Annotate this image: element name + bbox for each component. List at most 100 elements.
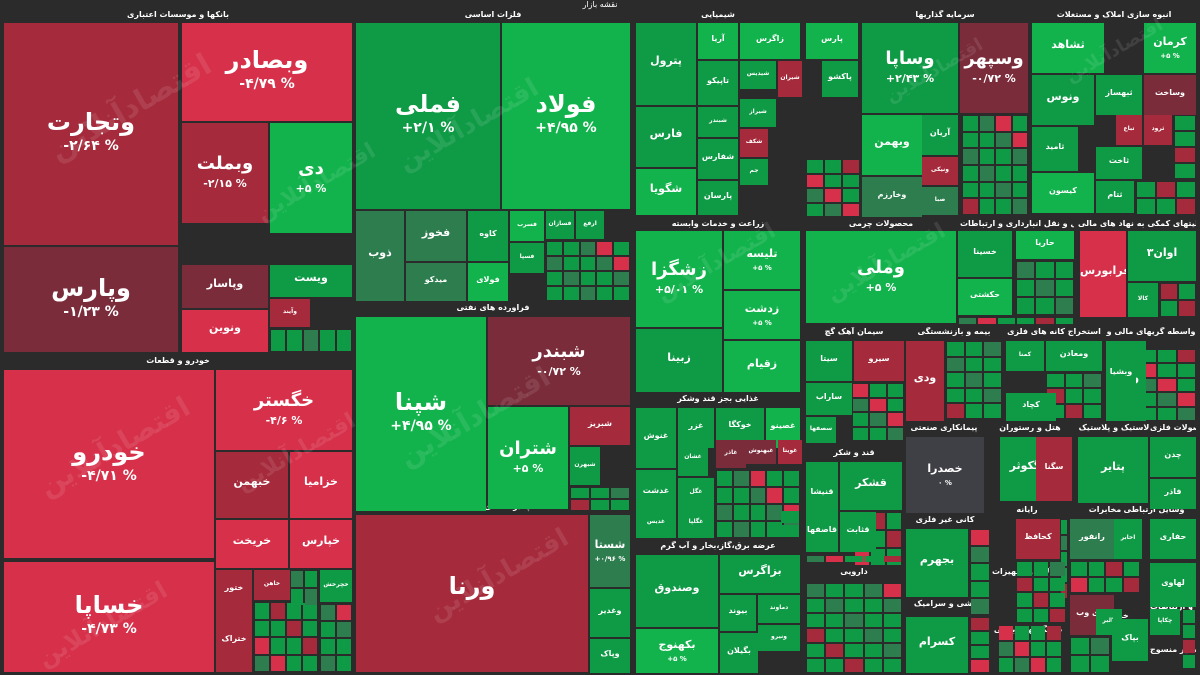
minor-stock-tile[interactable] — [1158, 378, 1176, 392]
minor-stock-tile[interactable] — [978, 318, 996, 324]
stock-tile[interactable]: سگنا — [1036, 437, 1072, 501]
minor-stock-tile[interactable] — [580, 287, 596, 300]
minor-stock-tile[interactable] — [870, 413, 886, 426]
minor-stock-tile[interactable] — [1031, 658, 1045, 672]
minor-stock-tile[interactable] — [1012, 132, 1027, 148]
minor-stock-tile[interactable] — [1177, 182, 1195, 197]
minor-stock-tile[interactable] — [1017, 262, 1035, 278]
stock-tile[interactable]: چکاپا — [1150, 609, 1180, 635]
stock-tile[interactable]: غدیس — [636, 508, 676, 538]
minor-stock-tile[interactable] — [614, 287, 629, 300]
minor-stock-tile[interactable] — [971, 564, 989, 580]
minor-stock-tile[interactable] — [971, 547, 989, 563]
minor-stock-tile[interactable] — [825, 203, 841, 216]
stock-tile[interactable]: ارفع — [576, 211, 604, 239]
minor-stock-tile[interactable] — [996, 132, 1011, 148]
minor-stock-tile[interactable] — [883, 644, 901, 657]
minor-stock-tile[interactable] — [1050, 608, 1065, 622]
stock-tile[interactable]: وپارس -۱/۲۳ % — [4, 247, 178, 352]
minor-stock-tile[interactable] — [1158, 350, 1176, 363]
minor-stock-tile[interactable] — [1061, 520, 1067, 534]
stock-tile[interactable]: غگلپا — [678, 508, 714, 538]
stock-tile[interactable]: خزامیا — [290, 452, 352, 518]
minor-stock-tile[interactable] — [1088, 562, 1104, 576]
stock-tile[interactable]: زقیام — [724, 341, 800, 392]
minor-stock-tile[interactable] — [843, 174, 859, 187]
minor-stock-tile[interactable] — [864, 614, 882, 627]
stock-tile[interactable]: پترول — [636, 23, 696, 105]
minor-stock-tile[interactable] — [1177, 199, 1195, 214]
minor-stock-tile[interactable] — [807, 556, 825, 562]
minor-stock-tile[interactable] — [337, 605, 351, 620]
minor-stock-tile[interactable] — [963, 132, 978, 148]
minor-stock-tile[interactable] — [1047, 374, 1064, 388]
minor-stock-tile[interactable] — [1071, 656, 1089, 672]
minor-stock-tile[interactable] — [864, 644, 882, 657]
minor-stock-tile[interactable] — [255, 638, 269, 654]
minor-stock-tile[interactable] — [947, 342, 964, 356]
minor-stock-tile[interactable] — [883, 556, 901, 562]
minor-stock-tile[interactable] — [271, 620, 285, 636]
stock-tile[interactable]: شبندر — [698, 107, 738, 137]
minor-stock-tile[interactable] — [807, 174, 823, 187]
minor-stock-tile[interactable] — [807, 599, 825, 612]
minor-stock-tile[interactable] — [733, 488, 749, 503]
minor-stock-tile[interactable] — [1177, 364, 1195, 377]
minor-stock-tile[interactable] — [1017, 298, 1035, 314]
minor-stock-tile[interactable] — [1084, 374, 1101, 388]
minor-stock-tile[interactable] — [1137, 199, 1155, 214]
stock-tile[interactable]: زدشت +۵ % — [724, 291, 800, 339]
minor-stock-tile[interactable] — [321, 622, 335, 637]
minor-stock-tile[interactable] — [1061, 584, 1067, 598]
minor-stock-tile[interactable] — [337, 622, 351, 637]
minor-stock-tile[interactable] — [887, 398, 903, 411]
minor-stock-tile[interactable] — [971, 660, 989, 672]
minor-stock-tile[interactable] — [965, 357, 983, 372]
minor-stock-tile[interactable] — [1017, 280, 1035, 296]
minor-stock-tile[interactable] — [1106, 578, 1122, 592]
stock-tile[interactable]: شفارس — [698, 139, 738, 179]
stock-tile[interactable]: خریخت — [216, 520, 288, 568]
minor-stock-tile[interactable] — [887, 531, 901, 547]
minor-stock-tile[interactable] — [614, 257, 629, 270]
minor-stock-tile[interactable] — [321, 605, 335, 620]
minor-stock-tile[interactable] — [717, 505, 732, 520]
stock-tile[interactable]: خصدرا ۰ % — [906, 437, 984, 513]
minor-stock-tile[interactable] — [611, 500, 629, 510]
minor-stock-tile[interactable] — [255, 603, 269, 619]
stock-tile[interactable]: تلیسه +۵ % — [724, 231, 800, 289]
stock-tile[interactable]: حاریا — [1016, 231, 1074, 259]
minor-stock-tile[interactable] — [883, 614, 901, 627]
stock-tile[interactable]: وخارزم — [862, 177, 922, 217]
minor-stock-tile[interactable] — [845, 629, 863, 642]
stock-tile[interactable]: وساپا +۲/۴۳ % — [862, 23, 958, 113]
stock-tile[interactable]: فخوز — [406, 211, 466, 261]
minor-stock-tile[interactable] — [597, 242, 613, 255]
minor-stock-tile[interactable] — [571, 488, 589, 498]
stock-tile[interactable]: زاگرس — [740, 23, 800, 59]
stock-tile[interactable]: خبهمن — [216, 452, 288, 518]
minor-stock-tile[interactable] — [303, 655, 317, 671]
minor-stock-tile[interactable] — [1071, 562, 1087, 576]
minor-stock-tile[interactable] — [767, 522, 783, 537]
minor-stock-tile[interactable] — [870, 398, 886, 411]
stock-tile[interactable]: وغدیر — [590, 589, 630, 637]
stock-tile[interactable]: بگیلان — [720, 633, 758, 673]
stock-tile[interactable]: خودرو -۴/۷۱ % — [4, 370, 214, 558]
minor-stock-tile[interactable] — [1091, 638, 1109, 654]
stock-tile[interactable]: شگویا — [636, 169, 696, 215]
stock-tile[interactable]: خاهن — [254, 570, 290, 600]
minor-stock-tile[interactable] — [1055, 318, 1073, 324]
stock-tile[interactable]: ورنا — [356, 515, 588, 672]
stock-tile[interactable]: پاکشو — [822, 61, 858, 97]
minor-stock-tile[interactable] — [963, 182, 978, 198]
minor-stock-tile[interactable] — [1071, 578, 1087, 592]
stock-tile[interactable]: زبینا — [636, 329, 722, 392]
minor-stock-tile[interactable] — [965, 404, 983, 418]
minor-stock-tile[interactable] — [1036, 318, 1054, 324]
minor-stock-tile[interactable] — [864, 556, 882, 562]
minor-stock-tile[interactable] — [1036, 262, 1054, 278]
stock-tile[interactable]: قشکر — [840, 462, 902, 510]
minor-stock-tile[interactable] — [781, 511, 799, 523]
minor-stock-tile[interactable] — [1031, 626, 1045, 640]
